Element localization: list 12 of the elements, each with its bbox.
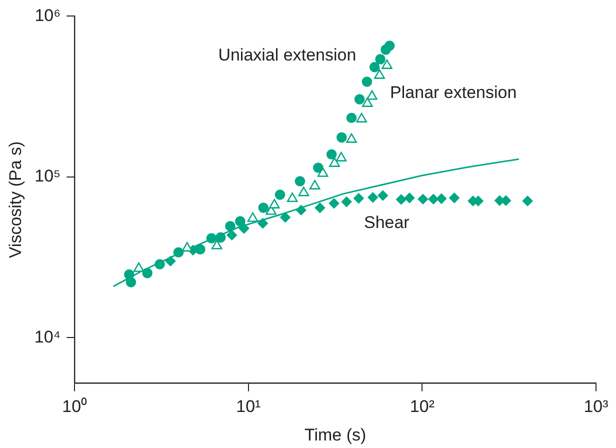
series-label: Planar extension: [390, 82, 517, 102]
x-tick-label: 10²: [410, 397, 435, 416]
y-axis-title: Viscosity (Pa s): [6, 141, 25, 258]
x-tick-label: 10¹: [236, 397, 262, 416]
x-tick-label: 10³: [584, 397, 609, 416]
x-axis-title: Time (s): [304, 425, 366, 444]
y-tick-label: 10⁴: [34, 327, 61, 346]
series-label: Uniaxial extension: [218, 46, 356, 65]
y-tick-label: 10⁶: [34, 6, 61, 25]
y-tick-label: 10⁵: [34, 166, 61, 186]
x-tick-label: 10⁰: [62, 397, 88, 416]
series-label: Shear: [364, 213, 410, 232]
